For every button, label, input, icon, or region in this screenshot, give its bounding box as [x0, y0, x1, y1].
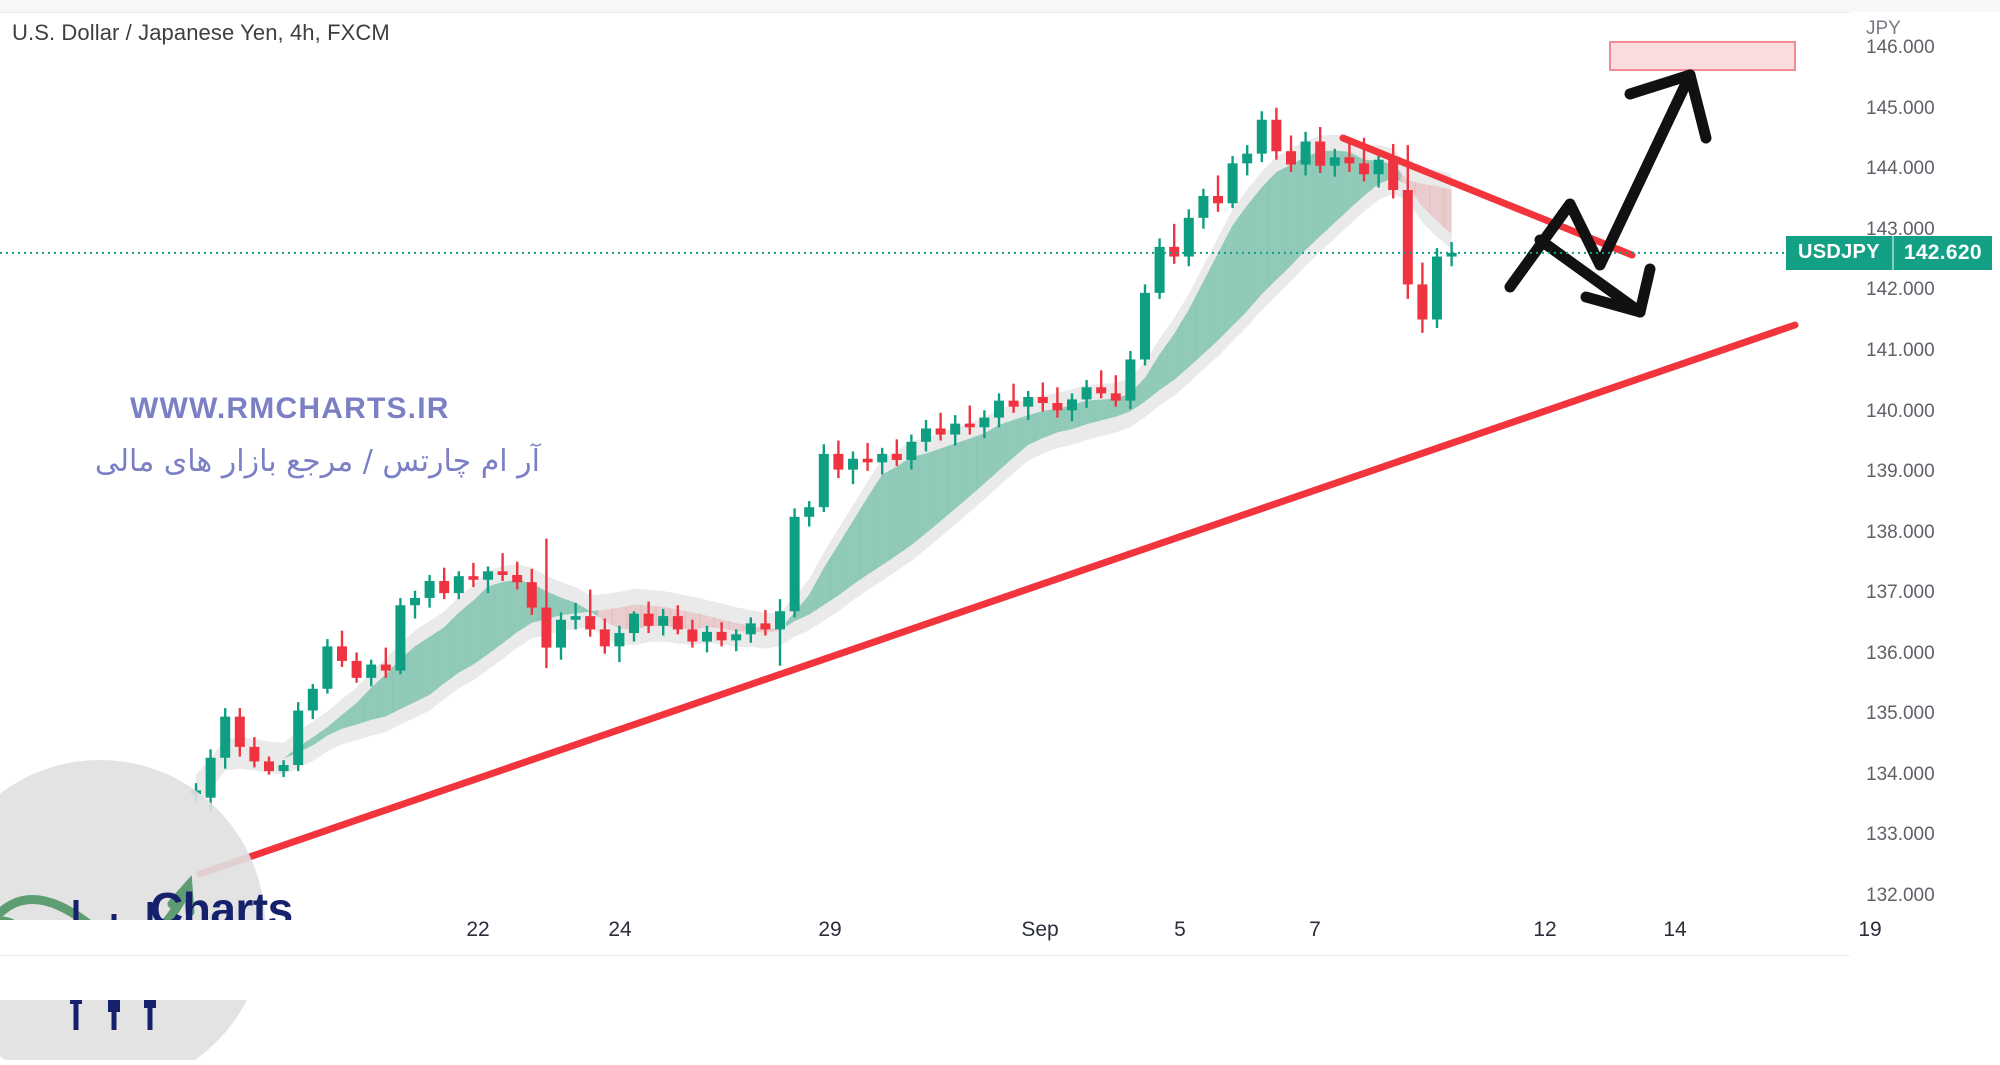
- badge-separator: [1891, 235, 1894, 270]
- time-axis-rule: [0, 955, 1850, 956]
- window-top-bar: [0, 0, 2000, 13]
- price-axis-tick: 144.000: [1866, 158, 1935, 180]
- price-axis-tick: 132.000: [1866, 884, 1935, 906]
- last-price-badge[interactable]: USDJPY 142.620: [1786, 235, 1992, 270]
- price-axis-unit: JPY: [1866, 18, 1901, 39]
- price-axis-tick: 143.000: [1866, 218, 1935, 240]
- price-axis-tick: 142.000: [1866, 279, 1935, 301]
- time-axis[interactable]: 22 24 29 Sep 5 7 12 14 19: [0, 918, 2000, 1000]
- time-axis-tick: 22: [466, 918, 490, 941]
- chart-plot-area[interactable]: [0, 12, 1850, 920]
- last-price-value: 142.620: [1893, 235, 1992, 270]
- price-axis-tick: 138.000: [1866, 521, 1935, 543]
- price-axis-tick: 136.000: [1866, 642, 1935, 664]
- price-axis-tick: 141.000: [1866, 339, 1935, 361]
- time-axis-tick: Sep: [1021, 918, 1059, 941]
- time-axis-tick: 5: [1174, 918, 1186, 941]
- time-axis-tick: 7: [1309, 918, 1321, 941]
- price-axis-tick: 146.000: [1866, 37, 1935, 59]
- price-axis[interactable]: JPY 146.000 145.000 144.000 143.000 142.000 1…: [1786, 12, 2000, 920]
- chart-canvas: [0, 41, 1850, 878]
- price-axis-tick: 140.000: [1866, 400, 1935, 422]
- price-axis-tick: 134.000: [1866, 763, 1935, 785]
- price-axis-tick: 133.000: [1866, 824, 1935, 846]
- last-price-symbol: USDJPY: [1786, 235, 1892, 270]
- time-axis-tick: 12: [1533, 918, 1557, 941]
- price-axis-tick: 137.000: [1866, 582, 1935, 604]
- price-axis-tick: 145.000: [1866, 97, 1935, 119]
- time-axis-tick: 19: [1858, 918, 1882, 941]
- time-axis-tick: 24: [608, 918, 632, 941]
- price-axis-tick: 139.000: [1866, 461, 1935, 483]
- time-axis-tick: 29: [818, 918, 842, 941]
- time-axis-tick: 14: [1663, 918, 1687, 941]
- chart-title: U.S. Dollar / Japanese Yen, 4h, FXCM: [12, 20, 390, 45]
- price-axis-tick: 135.000: [1866, 703, 1935, 725]
